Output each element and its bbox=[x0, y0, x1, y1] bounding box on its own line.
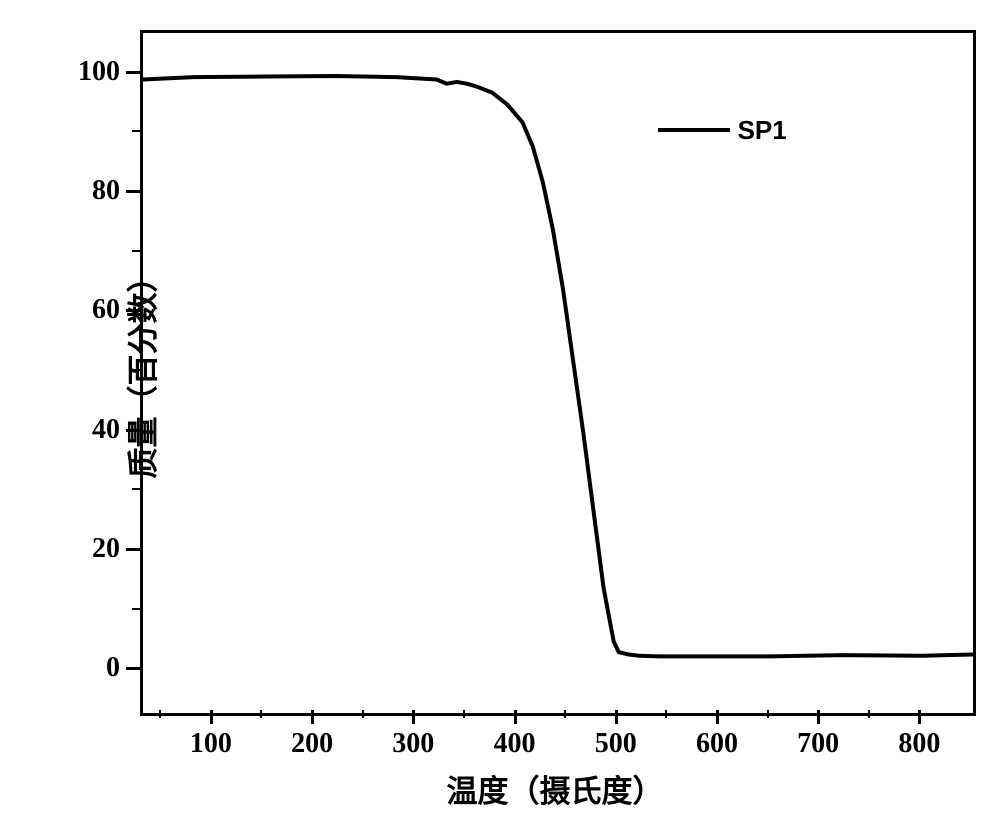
legend-swatch bbox=[658, 128, 730, 132]
x-tick-label: 600 bbox=[696, 728, 738, 760]
x-minor-tick bbox=[564, 710, 566, 718]
y-major-tick bbox=[126, 190, 140, 193]
x-major-tick bbox=[918, 710, 921, 724]
legend: SP1 bbox=[658, 115, 787, 146]
x-major-tick bbox=[514, 710, 517, 724]
y-major-tick bbox=[126, 71, 140, 74]
x-tick-label: 500 bbox=[595, 728, 637, 760]
y-axis-label: 质量（百分数） bbox=[118, 262, 163, 479]
x-minor-tick bbox=[159, 710, 161, 718]
y-minor-tick bbox=[132, 488, 140, 490]
y-major-tick bbox=[126, 548, 140, 551]
y-tick-label: 20 bbox=[92, 533, 120, 565]
x-major-tick bbox=[412, 710, 415, 724]
x-minor-tick bbox=[767, 710, 769, 718]
y-minor-tick bbox=[132, 369, 140, 371]
x-tick-label: 300 bbox=[392, 728, 434, 760]
x-minor-tick bbox=[260, 710, 262, 718]
y-tick-label: 0 bbox=[106, 652, 120, 684]
x-minor-tick bbox=[868, 710, 870, 718]
x-tick-label: 200 bbox=[291, 728, 333, 760]
x-tick-label: 400 bbox=[494, 728, 536, 760]
x-major-tick bbox=[817, 710, 820, 724]
legend-label: SP1 bbox=[738, 115, 787, 146]
tga-chart: SP1 温度（摄氏度） 质量（百分数） 10020030040050060070… bbox=[0, 0, 1000, 825]
plot-area: SP1 bbox=[140, 30, 976, 716]
x-tick-label: 800 bbox=[898, 728, 940, 760]
x-minor-tick bbox=[665, 710, 667, 718]
x-major-tick bbox=[615, 710, 618, 724]
y-tick-label: 60 bbox=[92, 294, 120, 326]
x-major-tick bbox=[210, 710, 213, 724]
x-major-tick bbox=[311, 710, 314, 724]
x-minor-tick bbox=[362, 710, 364, 718]
y-minor-tick bbox=[132, 130, 140, 132]
y-major-tick bbox=[126, 309, 140, 312]
series-line bbox=[143, 33, 973, 713]
y-major-tick bbox=[126, 429, 140, 432]
x-major-tick bbox=[716, 710, 719, 724]
y-tick-label: 40 bbox=[92, 414, 120, 446]
x-minor-tick bbox=[463, 710, 465, 718]
x-tick-label: 100 bbox=[190, 728, 232, 760]
y-tick-label: 80 bbox=[92, 175, 120, 207]
y-minor-tick bbox=[132, 608, 140, 610]
series-path bbox=[143, 76, 973, 656]
y-minor-tick bbox=[132, 250, 140, 252]
y-major-tick bbox=[126, 667, 140, 670]
x-tick-label: 700 bbox=[797, 728, 839, 760]
y-tick-label: 100 bbox=[78, 56, 120, 88]
x-axis-label: 温度（摄氏度） bbox=[447, 766, 664, 811]
